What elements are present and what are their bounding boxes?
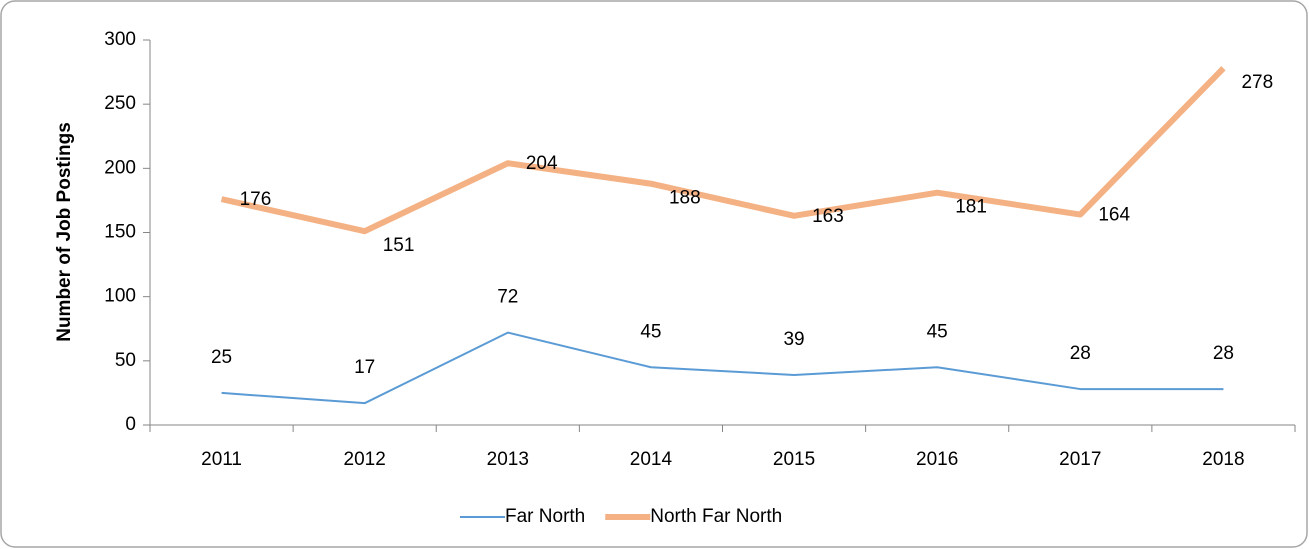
data-label: 72 [497, 287, 518, 308]
x-tick-label: 2018 [1202, 449, 1244, 470]
data-label: 28 [1213, 343, 1234, 364]
y-tick-label: 0 [125, 414, 136, 435]
data-label: 163 [812, 206, 844, 227]
data-label: 25 [211, 347, 232, 368]
data-label: 17 [354, 357, 375, 378]
y-tick-label: 100 [104, 286, 136, 307]
data-label: 45 [927, 321, 948, 342]
data-label: 151 [383, 235, 415, 256]
y-tick-label: 200 [104, 157, 136, 178]
x-tick-label: 2016 [916, 449, 958, 470]
data-label: 204 [526, 153, 558, 174]
legend-label: North Far North [650, 506, 782, 527]
data-label: 278 [1241, 72, 1273, 93]
y-tick-label: 150 [104, 222, 136, 243]
data-label: 45 [640, 321, 661, 342]
data-label: 39 [783, 329, 804, 350]
data-label: 181 [955, 197, 987, 218]
data-label: 188 [669, 188, 701, 209]
data-label: 164 [1098, 205, 1130, 226]
data-label: 176 [240, 189, 272, 210]
y-tick-label: 250 [104, 93, 136, 114]
legend-label: Far North [505, 506, 585, 527]
x-tick-label: 2015 [773, 449, 815, 470]
series-line [220, 66, 1226, 235]
series-line [221, 331, 1224, 405]
y-axis-label: Number of Job Postings [54, 122, 75, 342]
x-tick-label: 2017 [1059, 449, 1101, 470]
x-tick-label: 2013 [487, 449, 529, 470]
x-tick-label: 2011 [201, 449, 242, 470]
x-tick-label: 2014 [630, 449, 673, 470]
x-tick-label: 2012 [344, 449, 386, 470]
y-tick-label: 300 [104, 29, 136, 50]
y-tick-label: 50 [115, 350, 136, 371]
data-label: 28 [1070, 343, 1091, 364]
